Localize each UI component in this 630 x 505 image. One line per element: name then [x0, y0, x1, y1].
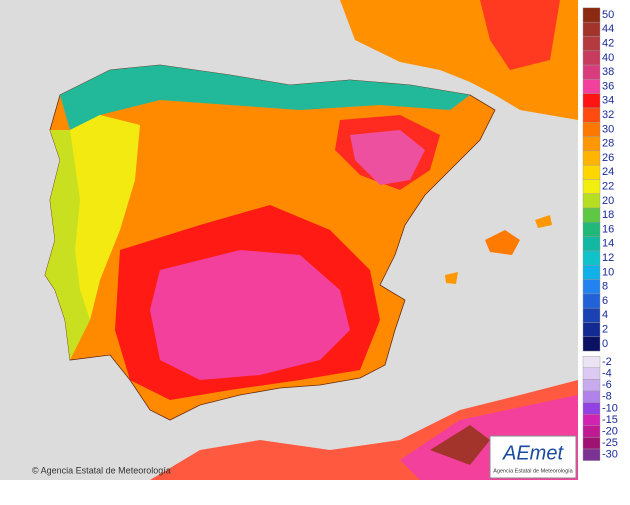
legend-label: 42 [602, 38, 614, 50]
logo-name: AEmet [502, 442, 564, 464]
legend-swatch [582, 437, 601, 450]
legend-swatch [582, 448, 601, 461]
legend-swatch [582, 21, 601, 37]
legend-label: 36 [602, 80, 614, 92]
legend-swatch [582, 293, 601, 309]
legend-swatch [582, 379, 601, 392]
legend-label: -20 [602, 426, 618, 438]
legend-swatch [582, 36, 601, 51]
legend-label: 22 [602, 181, 614, 193]
copyright: © Agencia Estatal de Meteorología [32, 465, 171, 475]
legend-label: 8 [602, 281, 608, 293]
north-coast-cool [60, 65, 470, 130]
legend-label: 38 [602, 66, 614, 78]
legend-swatch [582, 179, 601, 194]
legend-swatch [582, 356, 601, 369]
legend-label: -4 [602, 368, 612, 380]
legend-swatch [582, 222, 601, 237]
legend-label: 10 [602, 266, 614, 278]
ibiza [445, 272, 458, 284]
legend-label: 2 [602, 324, 608, 336]
legend-label: 0 [602, 338, 608, 350]
legend-label: -10 [602, 402, 618, 414]
france-hot [480, 0, 560, 70]
atlas [430, 425, 490, 465]
legend-label: 34 [602, 95, 614, 107]
legend-swatch [582, 265, 601, 280]
legend: 5044424038363432302826242220181614121086… [582, 7, 618, 461]
legend-label: 20 [602, 195, 614, 207]
legend-swatch [582, 250, 601, 266]
legend-label: 12 [602, 252, 614, 264]
mallorca [485, 230, 520, 255]
legend-swatch [582, 236, 601, 252]
legend-swatch [582, 402, 601, 415]
legend-label: 14 [602, 238, 614, 250]
legend-swatch [582, 122, 601, 137]
legend-label: 28 [602, 138, 614, 150]
legend-label: 32 [602, 109, 614, 121]
legend-swatch [582, 193, 601, 209]
ebro-hottest [350, 130, 425, 185]
legend-swatch [582, 279, 601, 295]
legend-label: -2 [602, 356, 612, 368]
legend-label: 50 [602, 9, 614, 21]
legend-label: -30 [602, 449, 618, 461]
legend-swatch [582, 207, 601, 223]
legend-swatch [582, 367, 601, 380]
legend-swatch [582, 414, 601, 427]
legend-label: -15 [602, 414, 618, 426]
legend-label: 40 [602, 52, 614, 64]
legend-label: 6 [602, 295, 608, 307]
central-hottest [150, 250, 350, 380]
legend-swatch [582, 136, 601, 152]
legend-label: -25 [602, 437, 618, 449]
legend-swatch [582, 93, 601, 109]
legend-label: 4 [602, 309, 608, 321]
legend-label: 44 [602, 23, 614, 35]
legend-swatch [582, 79, 601, 94]
legend-swatch [582, 64, 601, 80]
legend-swatch [582, 425, 601, 438]
legend-swatch [582, 390, 601, 403]
map: AEmet Agencia Estatal de Meteorología © … [0, 0, 578, 480]
logo-box [489, 435, 577, 479]
legend-label: 24 [602, 166, 614, 178]
legend-swatch [582, 150, 601, 166]
legend-swatch [582, 322, 601, 337]
legend-label: -8 [602, 391, 612, 403]
legend-label: 18 [602, 209, 614, 221]
logo-subtitle: Agencia Estatal de Meteorología [493, 468, 573, 474]
legend-swatch [582, 336, 601, 352]
legend-label: -6 [602, 379, 612, 391]
legend-swatch [582, 7, 601, 23]
legend-swatch [582, 164, 601, 180]
legend-label: 16 [602, 223, 614, 235]
legend-label: 30 [602, 123, 614, 135]
legend-swatch [582, 107, 601, 123]
legend-swatch [582, 307, 601, 323]
menorca [535, 215, 552, 228]
legend-swatch [582, 50, 601, 66]
legend-label: 26 [602, 152, 614, 164]
west-inland [70, 115, 140, 320]
